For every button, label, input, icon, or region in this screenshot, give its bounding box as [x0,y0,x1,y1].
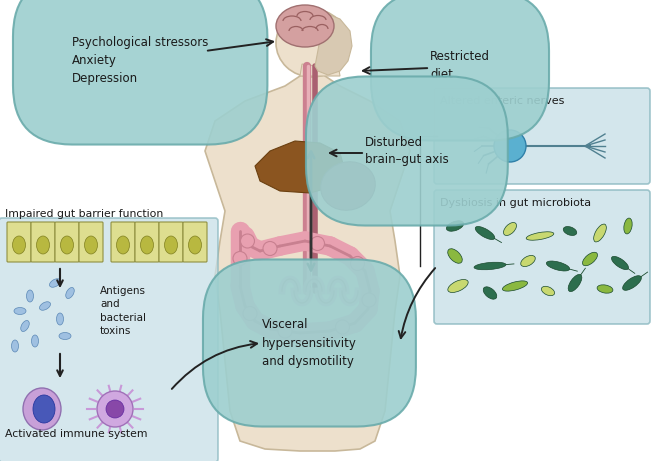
Circle shape [263,242,277,255]
Circle shape [351,256,364,271]
Ellipse shape [39,302,50,310]
Ellipse shape [474,262,506,270]
FancyBboxPatch shape [55,222,79,262]
Circle shape [311,236,324,250]
Ellipse shape [448,279,468,292]
Polygon shape [315,13,352,75]
Ellipse shape [56,313,63,325]
Ellipse shape [583,252,598,266]
FancyBboxPatch shape [183,222,207,262]
Circle shape [243,307,257,320]
Ellipse shape [12,236,26,254]
Ellipse shape [61,236,73,254]
Ellipse shape [61,331,69,342]
Text: Dysbiosis in gut microbiota: Dysbiosis in gut microbiota [440,198,591,208]
Ellipse shape [597,285,613,293]
Text: Visceral
hypersensitivity
and dysmotility: Visceral hypersensitivity and dysmotilit… [262,319,357,367]
Ellipse shape [84,236,97,254]
Circle shape [494,130,526,162]
FancyBboxPatch shape [0,218,218,461]
Text: Psychological stressors
Anxiety
Depression: Psychological stressors Anxiety Depressi… [72,36,209,85]
Text: Altered enteric nerves: Altered enteric nerves [440,96,564,106]
Ellipse shape [483,287,497,299]
Ellipse shape [623,276,642,290]
Polygon shape [300,64,340,76]
Text: Disturbed
brain–gut axis: Disturbed brain–gut axis [365,136,449,166]
Circle shape [362,293,376,307]
Text: Restricted
diet: Restricted diet [430,51,490,82]
Ellipse shape [502,281,528,291]
Ellipse shape [546,261,570,271]
Ellipse shape [320,162,375,210]
Ellipse shape [12,340,18,352]
FancyBboxPatch shape [31,222,55,262]
Ellipse shape [276,5,334,47]
Ellipse shape [504,223,517,236]
Ellipse shape [65,289,75,297]
FancyBboxPatch shape [79,222,103,262]
Polygon shape [205,66,410,451]
FancyBboxPatch shape [135,222,159,262]
Ellipse shape [276,9,348,77]
Text: Impaired gut barrier function: Impaired gut barrier function [5,209,164,219]
Polygon shape [255,141,345,193]
Ellipse shape [23,388,61,430]
Ellipse shape [526,232,554,240]
FancyBboxPatch shape [434,190,650,324]
FancyBboxPatch shape [159,222,183,262]
Ellipse shape [31,335,39,347]
Ellipse shape [475,226,494,240]
Ellipse shape [24,292,36,300]
Text: Antigens
and
bacterial
toxins: Antigens and bacterial toxins [100,286,146,336]
Ellipse shape [188,236,201,254]
Ellipse shape [21,320,29,331]
Ellipse shape [448,249,462,263]
FancyBboxPatch shape [111,222,135,262]
Ellipse shape [521,255,535,266]
Circle shape [233,252,247,266]
Ellipse shape [563,226,577,236]
Ellipse shape [542,286,555,296]
Text: Activated immune system: Activated immune system [5,429,148,439]
Ellipse shape [165,236,177,254]
Ellipse shape [106,400,124,418]
Circle shape [336,320,349,334]
Ellipse shape [97,391,133,427]
Ellipse shape [568,274,582,292]
Ellipse shape [611,256,628,270]
Ellipse shape [447,221,464,231]
FancyBboxPatch shape [7,222,31,262]
Ellipse shape [594,224,606,242]
Ellipse shape [116,236,129,254]
Ellipse shape [33,395,55,423]
Ellipse shape [49,279,61,286]
Ellipse shape [37,236,50,254]
Ellipse shape [141,236,154,254]
FancyBboxPatch shape [434,88,650,184]
Ellipse shape [16,306,24,317]
Ellipse shape [624,218,632,234]
Circle shape [278,324,292,338]
Circle shape [241,234,254,248]
